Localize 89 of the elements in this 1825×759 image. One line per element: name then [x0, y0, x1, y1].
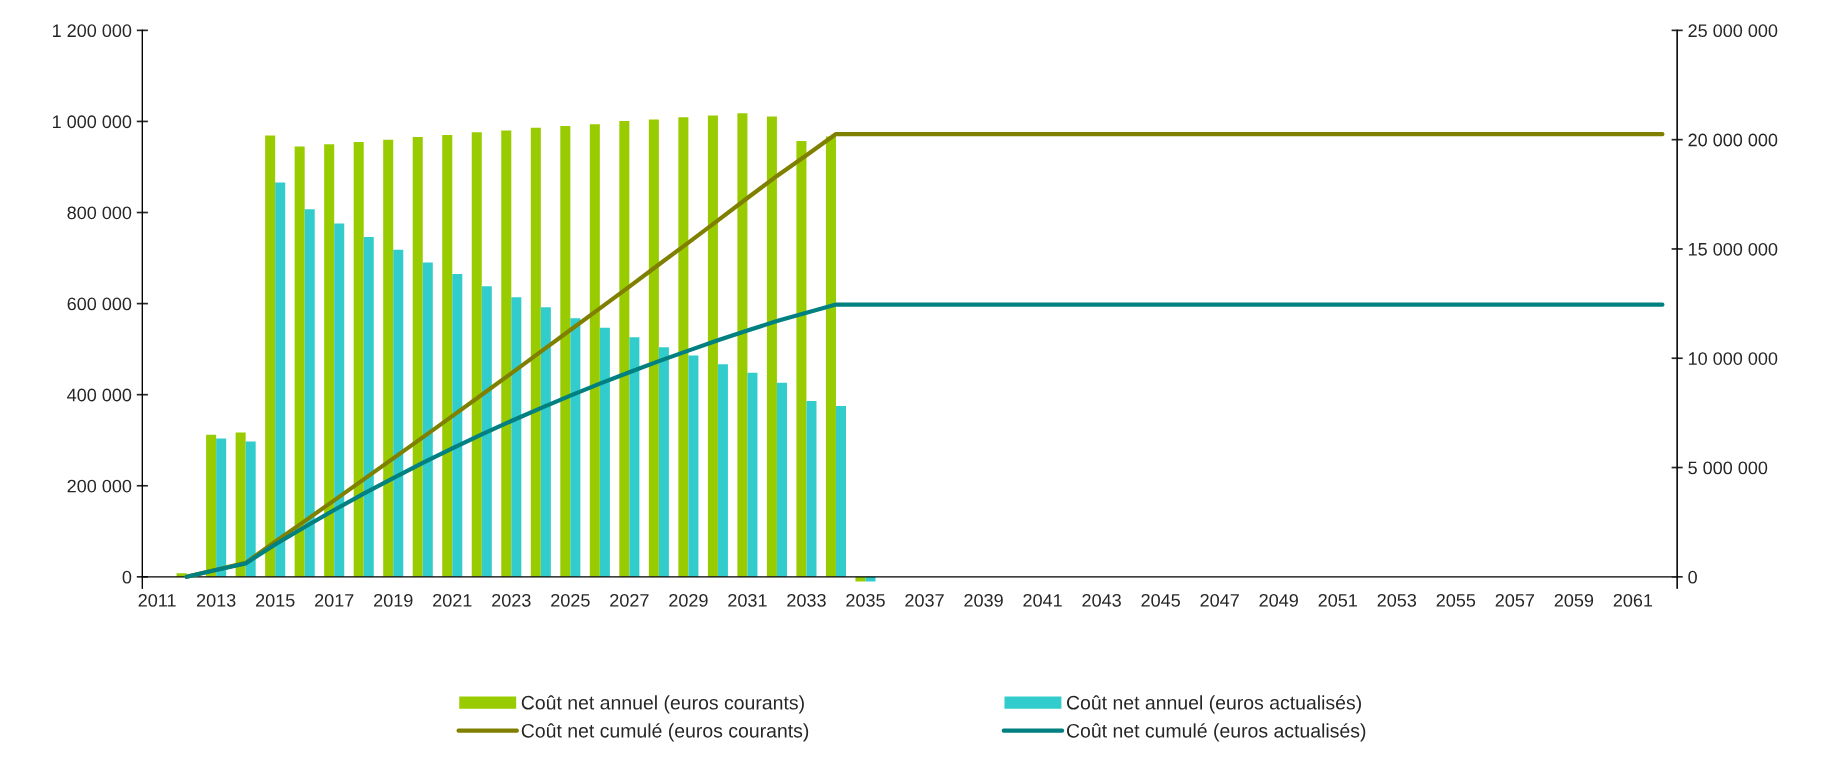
y-tick-label: 1 000 000 [52, 115, 132, 129]
bar [619, 120, 630, 577]
bar [688, 355, 699, 577]
y2-tick-label: 25 000 000 [1688, 24, 1778, 38]
bar [294, 146, 305, 577]
x-tick-label: 2055 [1436, 593, 1476, 607]
bar [471, 132, 482, 577]
bar [412, 136, 423, 577]
x-tick-label: 2059 [1554, 593, 1594, 607]
legend-label: Coût net annuel (euros courants) [521, 695, 804, 714]
y2-tick-label: 15 000 000 [1688, 242, 1778, 256]
x-tick-label: 2017 [315, 593, 354, 607]
legend-label: Coût net cumulé (euros actualisés) [1066, 723, 1366, 742]
x-tick-label: 2051 [1318, 593, 1357, 607]
bar [570, 318, 581, 577]
x-tick-label: 2025 [551, 593, 590, 607]
bar [658, 347, 669, 577]
bar [806, 401, 817, 577]
x-tick-label: 2029 [669, 593, 708, 607]
bar [206, 434, 217, 577]
bar [334, 223, 345, 577]
x-tick-label: 2061 [1613, 593, 1653, 607]
x-tick-label: 2033 [787, 593, 826, 607]
x-tick-label: 2047 [1200, 593, 1239, 607]
x-tick-label: 2049 [1259, 593, 1298, 607]
legend-label: Coût net cumulé (euros courants) [521, 723, 809, 742]
x-tick-label: 2011 [138, 593, 176, 607]
x-tick-label: 2031 [728, 593, 767, 607]
bar [589, 124, 600, 577]
y-tick-label: 200 000 [67, 479, 132, 493]
bar [825, 136, 836, 577]
bar [599, 327, 610, 577]
y2-tick-label: 5 000 000 [1688, 461, 1768, 475]
bar [707, 115, 718, 577]
bar [452, 274, 463, 577]
bar [216, 438, 227, 577]
x-tick-label: 2013 [196, 593, 236, 607]
bar [678, 117, 689, 577]
y2-tick-label: 20 000 000 [1688, 133, 1778, 147]
bar [737, 113, 748, 577]
x-tick-label: 2057 [1495, 593, 1535, 607]
x-tick-label: 2039 [964, 593, 1003, 607]
bar [383, 139, 394, 577]
y2-tick-label: 10 000 000 [1688, 352, 1778, 365]
bar [235, 432, 246, 577]
bar [796, 141, 807, 577]
y-tick-label: 0 [122, 570, 132, 584]
bar [835, 406, 847, 577]
bar [442, 135, 453, 577]
bar [629, 337, 640, 577]
x-tick-label: 2041 [1023, 593, 1062, 607]
bar [511, 297, 522, 577]
x-tick-label: 2027 [610, 593, 649, 607]
y-tick-label: 400 000 [67, 388, 132, 402]
bar [265, 135, 276, 577]
y2-tick-label: 0 [1688, 570, 1697, 584]
x-tick-label: 2021 [433, 593, 472, 607]
bar [540, 307, 551, 577]
y-tick-label: 600 000 [67, 297, 132, 311]
bar [865, 576, 876, 582]
x-tick-label: 2019 [374, 593, 413, 607]
bar [422, 262, 433, 577]
bar [501, 130, 512, 577]
x-tick-label: 2035 [846, 593, 885, 607]
bar [717, 364, 728, 577]
bar [304, 209, 315, 577]
bar [353, 141, 364, 577]
bar [393, 249, 404, 577]
bar [481, 286, 492, 577]
x-tick-label: 2045 [1141, 593, 1180, 607]
x-tick-label: 2015 [256, 593, 295, 607]
bar [766, 116, 777, 577]
x-tick-label: 2023 [492, 593, 531, 607]
x-tick-label: 2053 [1377, 593, 1417, 607]
bar [324, 144, 335, 577]
bar [648, 119, 659, 577]
bar [245, 441, 256, 577]
y-tick-label: 1 200 000 [52, 24, 132, 38]
y-tick-label: 800 000 [67, 206, 132, 220]
bar [560, 125, 571, 577]
bar [530, 127, 541, 577]
line-series [184, 302, 1665, 579]
x-tick-label: 2043 [1082, 593, 1121, 607]
x-tick-label: 2037 [905, 593, 944, 607]
bar [275, 182, 286, 577]
legend-label: Coût net annuel (euros actualisés) [1066, 695, 1361, 714]
bar [747, 372, 758, 577]
bar [363, 237, 374, 577]
bar [776, 382, 787, 577]
